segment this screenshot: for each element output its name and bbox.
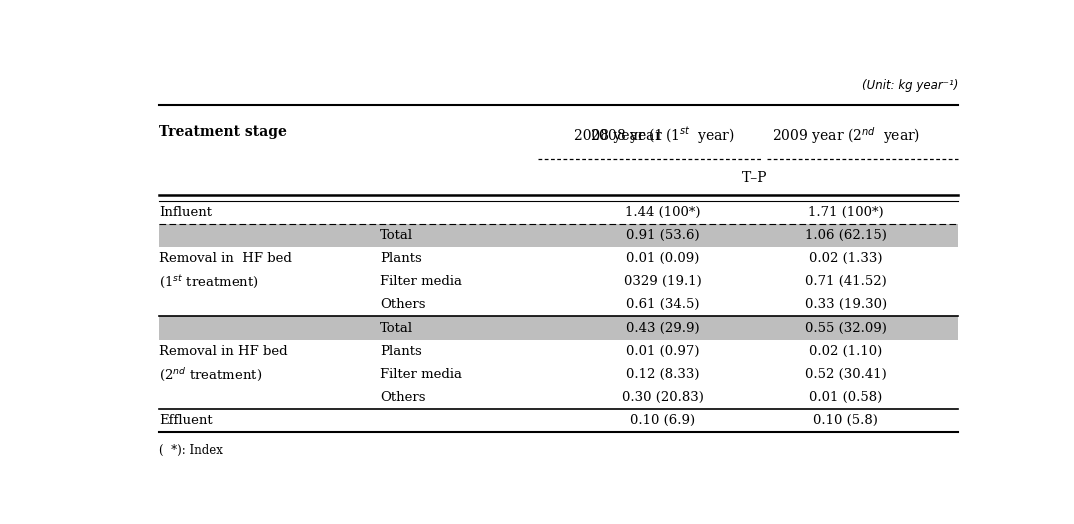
Text: Plants: Plants bbox=[380, 345, 421, 358]
Text: 2008 year (1: 2008 year (1 bbox=[574, 128, 663, 143]
Text: 0.61 (34.5): 0.61 (34.5) bbox=[626, 298, 699, 311]
Bar bbox=[159, 316, 958, 340]
Text: 0.02 (1.33): 0.02 (1.33) bbox=[809, 252, 883, 265]
Text: 0.43 (29.9): 0.43 (29.9) bbox=[626, 322, 699, 334]
Text: 0.91 (53.6): 0.91 (53.6) bbox=[626, 229, 699, 242]
Text: Effluent: Effluent bbox=[159, 414, 213, 427]
Text: Plants: Plants bbox=[380, 252, 421, 265]
Text: 0.01 (0.58): 0.01 (0.58) bbox=[810, 391, 883, 404]
Text: Others: Others bbox=[380, 391, 425, 404]
Text: 0329 (19.1): 0329 (19.1) bbox=[624, 275, 701, 288]
Text: Filter media: Filter media bbox=[380, 275, 462, 288]
Text: 0.10 (6.9): 0.10 (6.9) bbox=[630, 414, 695, 427]
Text: 0.02 (1.10): 0.02 (1.10) bbox=[810, 345, 883, 358]
Bar bbox=[159, 224, 958, 247]
Text: (Unit: kg year⁻¹): (Unit: kg year⁻¹) bbox=[862, 79, 958, 92]
Text: Filter media: Filter media bbox=[380, 368, 462, 381]
Text: 0.71 (41.52): 0.71 (41.52) bbox=[806, 275, 887, 288]
Text: 1.44 (100*): 1.44 (100*) bbox=[625, 206, 700, 219]
Text: Influent: Influent bbox=[159, 206, 213, 219]
Text: Removal in  HF bed: Removal in HF bed bbox=[159, 252, 292, 265]
Text: Treatment stage: Treatment stage bbox=[159, 125, 287, 139]
Text: T–P: T–P bbox=[742, 171, 767, 185]
Text: Total: Total bbox=[380, 322, 412, 334]
Text: 0.12 (8.33): 0.12 (8.33) bbox=[626, 368, 699, 381]
Text: Removal in HF bed: Removal in HF bed bbox=[159, 345, 288, 358]
Text: (2$^{nd}$ treatment): (2$^{nd}$ treatment) bbox=[159, 366, 262, 383]
Text: 1.06 (62.15): 1.06 (62.15) bbox=[806, 229, 887, 242]
Text: (  *): Index: ( *): Index bbox=[159, 444, 223, 457]
Text: 0.33 (19.30): 0.33 (19.30) bbox=[804, 298, 887, 311]
Text: 2008 year (1$^{st}$  year): 2008 year (1$^{st}$ year) bbox=[591, 125, 736, 146]
Text: 0.10 (5.8): 0.10 (5.8) bbox=[813, 414, 879, 427]
Text: 0.01 (0.09): 0.01 (0.09) bbox=[626, 252, 699, 265]
Text: 0.52 (30.41): 0.52 (30.41) bbox=[806, 368, 887, 381]
Text: 2009 year (2$^{nd}$  year): 2009 year (2$^{nd}$ year) bbox=[772, 125, 920, 146]
Text: 0.30 (20.83): 0.30 (20.83) bbox=[622, 391, 703, 404]
Text: 0.55 (32.09): 0.55 (32.09) bbox=[806, 322, 887, 334]
Text: 0.01 (0.97): 0.01 (0.97) bbox=[626, 345, 699, 358]
Text: (1$^{st}$ treatment): (1$^{st}$ treatment) bbox=[159, 274, 259, 290]
Text: 1.71 (100*): 1.71 (100*) bbox=[808, 206, 884, 219]
Text: Others: Others bbox=[380, 298, 425, 311]
Text: Total: Total bbox=[380, 229, 412, 242]
